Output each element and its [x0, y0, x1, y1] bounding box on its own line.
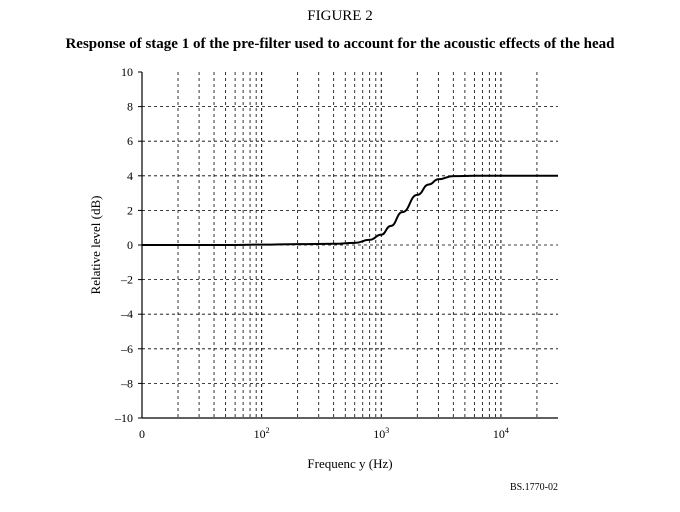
- figure-code: BS.1770-02: [509, 482, 558, 493]
- series-layer: [142, 174, 558, 247]
- y-tick-label: 8: [127, 100, 133, 114]
- y-axis-label: Relative level (dB): [88, 196, 103, 295]
- y-tick-label: 4: [127, 169, 133, 183]
- y-tick-label: 10: [121, 65, 133, 79]
- y-tick-label: 0: [127, 238, 133, 252]
- x-tick-label: 0: [139, 427, 145, 441]
- y-tick-label: –4: [120, 307, 133, 321]
- tick-labels: 10 8 6 4 2 0 –2 –4 –6 –8 –10 0 102 103 104: [114, 65, 509, 441]
- y-tick-label: 6: [127, 134, 133, 148]
- figure-title: Response of stage 1 of the pre-filter us…: [65, 36, 615, 52]
- y-tick-label: 2: [127, 203, 133, 217]
- figure-label: FIGURE 2: [307, 8, 373, 24]
- x-tick-label: 102: [254, 426, 270, 441]
- grid-lines: [142, 72, 558, 418]
- y-tick-label: –8: [120, 376, 133, 390]
- x-axis-label: Frequenc y (Hz): [307, 456, 392, 471]
- y-tick-label: –6: [120, 342, 133, 356]
- x-tick-label: 103: [373, 426, 389, 441]
- x-tick-label: 104: [493, 426, 509, 441]
- y-tick-label: –10: [114, 411, 133, 425]
- y-tick-label: –2: [120, 273, 133, 287]
- response-curve: [142, 174, 558, 247]
